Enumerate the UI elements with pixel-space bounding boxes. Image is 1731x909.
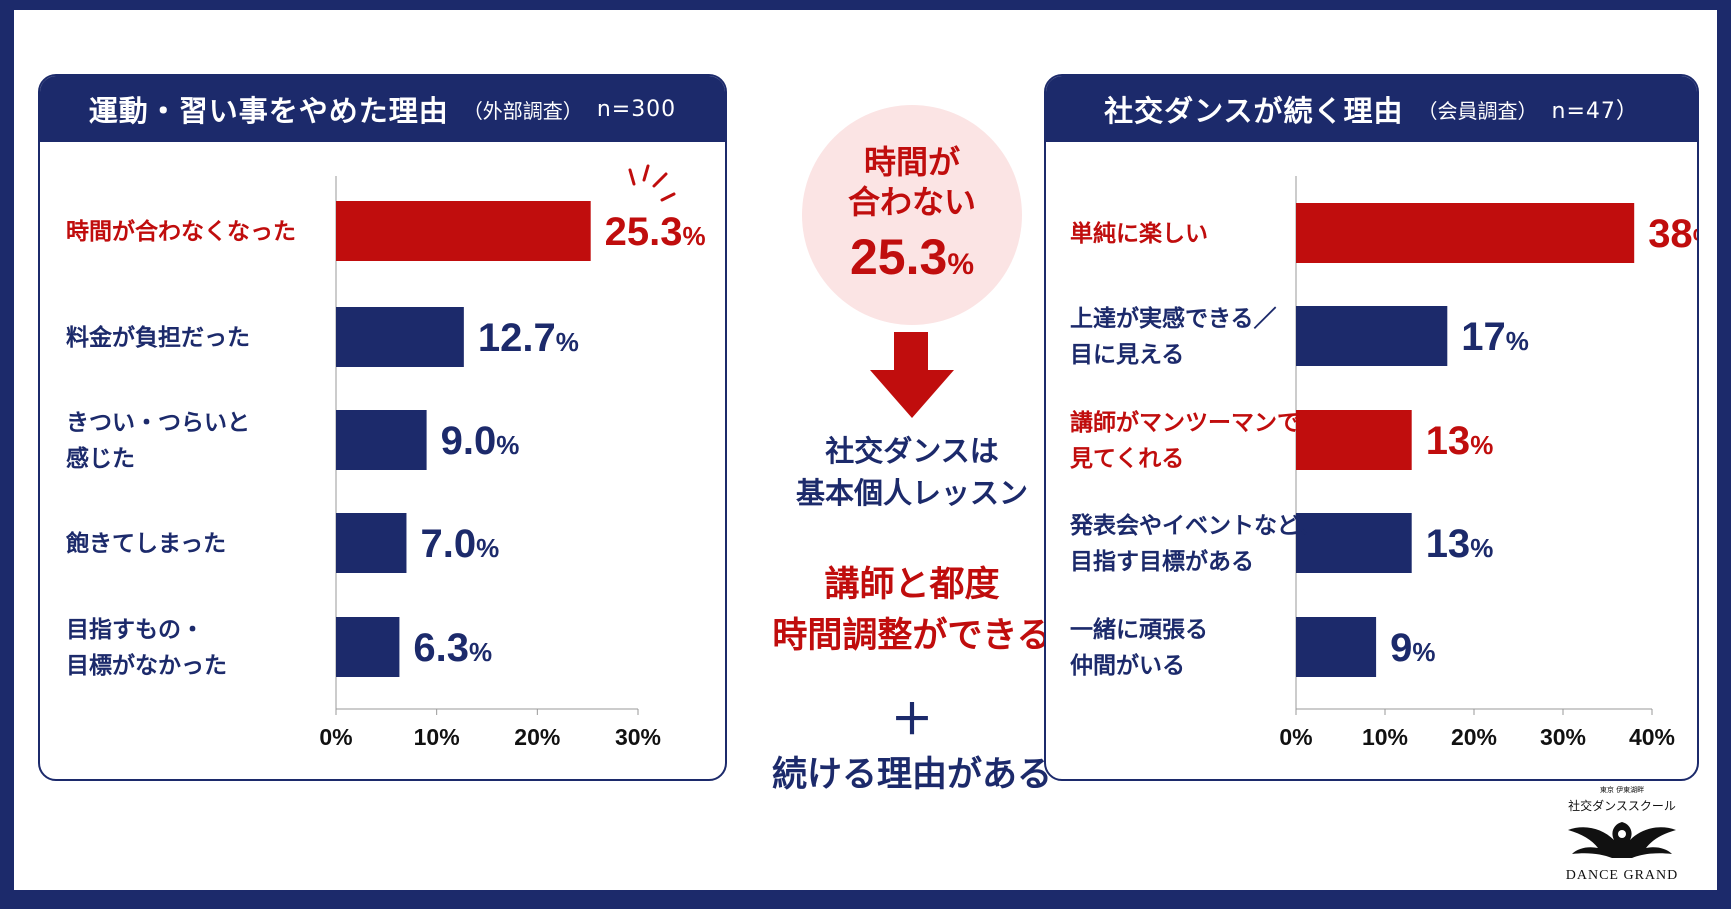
right-title: 社交ダンスが続く理由	[1104, 94, 1404, 128]
left-category-label: 飽きてしまった	[66, 530, 226, 557]
right-subtitle: （会員調査）	[1417, 98, 1538, 123]
right-category-label: 発表会やイベントなど、目指す目標がある	[1069, 512, 1322, 575]
center-blue-line-2: 基本個人レッスン	[795, 476, 1028, 511]
left-bar	[336, 513, 407, 573]
left-bar	[336, 410, 427, 470]
right-sample-size: n=47）	[1551, 99, 1639, 124]
left-value-label: 25.3%	[605, 210, 706, 254]
logo-school-name: 社交ダンススクール	[1568, 799, 1676, 813]
right-bar	[1296, 513, 1412, 573]
left-tick-label: 10%	[414, 724, 460, 750]
infographic-frame: 運動・習い事をやめた理由 （外部調査） n=300 0% 10% 20% 30% 25.…	[14, 10, 1717, 890]
left-bar	[336, 617, 400, 677]
right-tick-label: 20%	[1451, 724, 1497, 750]
left-category-label: 目指すもの・目標がなかった	[66, 617, 227, 679]
left-category-label: 時間が合わなくなった	[66, 218, 296, 245]
left-value-label: 12.7%	[478, 316, 579, 360]
right-bar	[1296, 306, 1448, 366]
left-value-label: 9.0%	[441, 419, 520, 463]
right-value-label: 9%	[1390, 626, 1435, 670]
left-bar	[336, 201, 591, 261]
logo-small-text: 東京 伊東湖畔	[1599, 786, 1645, 794]
dance-grand-logo: 東京 伊東湖畔 社交ダンススクール DANCE GRAND	[1542, 785, 1702, 895]
right-value-label: 13%	[1426, 419, 1494, 463]
left-bar-chart: 0% 10% 20% 30% 25.3% 時間が合わなくなった 12.7% 料金が負担だった 9…	[66, 164, 706, 750]
right-tick-label: 10%	[1362, 724, 1408, 750]
center-message: 時間が 合わない 25.3% 社交ダンスは 基本個人レッスン 講師と都度 時間調…	[744, 100, 1052, 800]
right-tick-label: 0%	[1279, 724, 1312, 750]
logo-brand-text: DANCE GRAND	[1565, 868, 1679, 883]
right-category-label: 講師がマンツーマンで見てくれる	[1070, 409, 1300, 472]
right-bar	[1296, 410, 1412, 470]
right-category-label: 上達が実感できる／目に見える	[1070, 305, 1277, 368]
plus-sign: ＋	[890, 695, 933, 744]
left-tick-label: 0%	[319, 724, 352, 750]
left-chart-panel: 運動・習い事をやめた理由 （外部調査） n=300 0% 10% 20% 30% 25.…	[38, 74, 727, 781]
left-value-label: 7.0%	[420, 522, 499, 566]
left-subtitle: （外部調査）	[462, 98, 583, 123]
center-red-line-1: 講師と都度	[824, 565, 1000, 605]
right-bar	[1296, 617, 1377, 677]
left-bar	[336, 307, 464, 367]
right-panel-header: 社交ダンスが続く理由 （会員調査） n=47）	[1046, 76, 1697, 142]
left-sample-size: n=300	[596, 96, 677, 122]
left-value-label: 6.3%	[413, 626, 492, 670]
highlight-circle: 時間が 合わない 25.3%	[802, 105, 1022, 325]
right-category-label: 単純に楽しい	[1070, 220, 1208, 247]
left-title: 運動・習い事をやめた理由	[88, 94, 449, 128]
left-category-label: 料金が負担だった	[66, 324, 250, 351]
right-tick-label: 40%	[1629, 724, 1675, 750]
left-tick-label: 20%	[514, 724, 560, 750]
center-red-line-2: 時間調整ができる	[772, 615, 1052, 656]
right-chart-panel: 社交ダンスが続く理由 （会員調査） n=47） 0% 10% 20% 30% 40% 38…	[1044, 74, 1699, 781]
phoenix-icon	[1568, 822, 1676, 858]
right-bar-chart: 0% 10% 20% 30% 40% 38% 単純に楽しい 17% 上達が実感できる／目に見える…	[1069, 176, 1697, 750]
center-blue-line-1: 社交ダンスは	[825, 434, 999, 468]
circle-line-2: 合わない	[847, 182, 976, 221]
center-red-text: 講師と都度 時間調整ができる	[744, 560, 1080, 662]
right-value-label: 13%	[1426, 522, 1494, 566]
down-arrow-icon	[870, 332, 954, 418]
right-bar	[1296, 203, 1635, 263]
circle-line-1: 時間が	[863, 142, 960, 181]
circle-value: 25.3%	[849, 228, 974, 285]
center-bottom-text: 続ける理由がある	[771, 755, 1052, 795]
left-category-label: きつい・つらいと感じた	[66, 410, 250, 472]
left-panel-header: 運動・習い事をやめた理由 （外部調査） n=300	[40, 76, 725, 142]
center-blue-text: 社交ダンスは 基本個人レッスン	[744, 430, 1080, 514]
right-tick-label: 30%	[1540, 724, 1586, 750]
left-emphasis-lines	[628, 164, 676, 202]
right-category-label: 一緒に頑張る仲間がいる	[1070, 616, 1208, 679]
right-value-label: 38%	[1648, 212, 1697, 256]
right-value-label: 17%	[1461, 315, 1529, 359]
left-tick-label: 30%	[615, 724, 661, 750]
